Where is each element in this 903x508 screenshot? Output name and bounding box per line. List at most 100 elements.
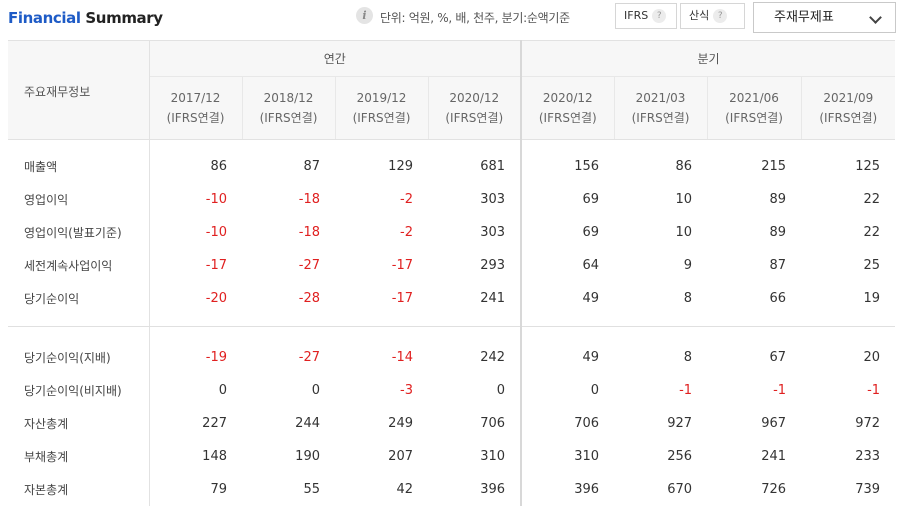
spacer-cell [428,326,523,341]
value-cell: 19 [863,291,881,306]
period-date: 2021/03 [635,91,686,105]
value-cell: 10 [675,225,693,240]
formula-help-icon[interactable]: ? [713,9,728,23]
spacer-cell [149,315,242,327]
spacer-cell [428,315,523,327]
value-cell: 8 [683,350,693,365]
period-date: 2021/06 [729,91,779,105]
value-cell: 396 [428,473,523,506]
ifrs-help-icon[interactable]: ? [652,9,667,23]
value-cell: 670 [667,482,693,497]
table-row: 자산총계 227 244 249 706 706 927 967 972 [8,407,895,440]
row-label: 세전계속사업이익 [8,249,150,282]
table-row: 당기순이익 -20 -28 -17 241 49 8 66 19 [8,282,895,315]
value-cell: 9 [683,258,693,273]
ifrs-button[interactable]: IFRS? [615,3,677,29]
value-cell: 681 [428,150,523,183]
value-cell: 293 [428,249,523,282]
value-cell: 190 [295,449,320,464]
spacer-cell [614,327,707,342]
value-cell: -3 [400,383,413,398]
spacer-cell [335,327,428,342]
spacer-cell [149,140,242,151]
spacer-row [8,326,895,342]
period-header: 2021/03 (IFRS연결) [614,76,708,140]
value-cell: 256 [667,449,693,464]
chevron-down-icon [869,11,882,24]
value-cell: 87 [769,258,787,273]
period-basis: (IFRS연결) [352,111,411,125]
value-cell: 69 [582,225,600,240]
value-cell: 310 [574,449,600,464]
value-cell: 726 [761,482,787,497]
row-label: 당기순이익(비지배) [8,374,150,407]
period-date: 2018/12 [263,91,314,105]
value-cell: -2 [400,225,413,240]
period-basis: (IFRS연결) [166,111,225,125]
period-date: 2021/09 [823,91,874,105]
spacer-cell [521,327,614,342]
period-header: 2020/12 (IFRS연결) [521,76,615,140]
value-cell: 241 [428,282,523,315]
period-header: 2020/12 (IFRS연결) [428,76,523,140]
spacer-cell [801,140,895,151]
period-date: 2017/12 [170,91,221,105]
value-cell: 22 [863,225,881,240]
dropdown-selected-value: 주재무제표 [774,10,834,25]
statement-type-dropdown[interactable]: 주재무제표 [753,2,896,33]
value-cell: 0 [311,383,320,398]
value-cell: 303 [428,183,523,216]
value-cell: -20 [205,291,227,306]
value-cell: -14 [391,350,413,365]
spacer-cell [801,315,896,327]
value-cell: 49 [582,291,600,306]
table-row: 부채총계 148 190 207 310 310 256 241 233 [8,440,895,473]
spacer-cell [521,140,614,151]
value-cell: 0 [590,383,600,398]
value-cell: 89 [769,192,787,207]
period-basis: (IFRS연결) [445,111,504,125]
value-cell: 148 [202,449,227,464]
spacer-cell [428,139,523,150]
value-cell: 241 [761,449,787,464]
table-row: 영업이익 -10 -18 -2 303 69 10 89 22 [8,183,895,216]
formula-button[interactable]: 산식? [680,3,745,29]
spacer-row [8,315,896,327]
value-cell: 242 [428,341,523,374]
value-cell: -27 [298,258,320,273]
period-basis: (IFRS연결) [819,111,878,125]
value-cell: 10 [675,192,693,207]
value-cell: 8 [683,291,693,306]
value-cell: -1 [867,383,881,398]
value-cell: 22 [863,192,881,207]
row-label: 자산총계 [8,407,150,440]
period-basis: (IFRS연결) [538,111,597,125]
period-header: 2017/12 (IFRS연결) [149,76,243,140]
value-cell: 396 [574,482,600,497]
value-cell: -10 [205,192,227,207]
ifrs-label: IFRS [624,9,649,22]
value-cell: 233 [855,449,881,464]
row-label: 부채총계 [8,440,150,473]
value-cell: 86 [675,159,693,174]
value-cell: 49 [582,350,600,365]
value-cell: 64 [582,258,600,273]
value-cell: 927 [667,416,693,431]
info-icon[interactable]: i [356,7,373,24]
spacer-cell [8,326,150,341]
period-date: 2020/12 [449,91,500,105]
value-cell: 249 [388,416,413,431]
row-label: 당기순이익(지배) [8,341,150,374]
value-cell: 79 [210,482,227,497]
spacer-cell [521,315,615,327]
value-cell: -1 [773,383,787,398]
period-basis: (IFRS연결) [631,111,690,125]
value-cell: 244 [295,416,320,431]
value-cell: 129 [388,159,413,174]
period-header: 2019/12 (IFRS연결) [335,76,429,140]
summary-toolbar: Financial Summary i 단위: 억원, %, 배, 천주, 분기… [0,0,903,38]
value-cell: 0 [218,383,227,398]
value-cell: -1 [679,383,693,398]
value-cell: 303 [428,216,523,249]
period-header: 2021/06 (IFRS연결) [707,76,802,140]
